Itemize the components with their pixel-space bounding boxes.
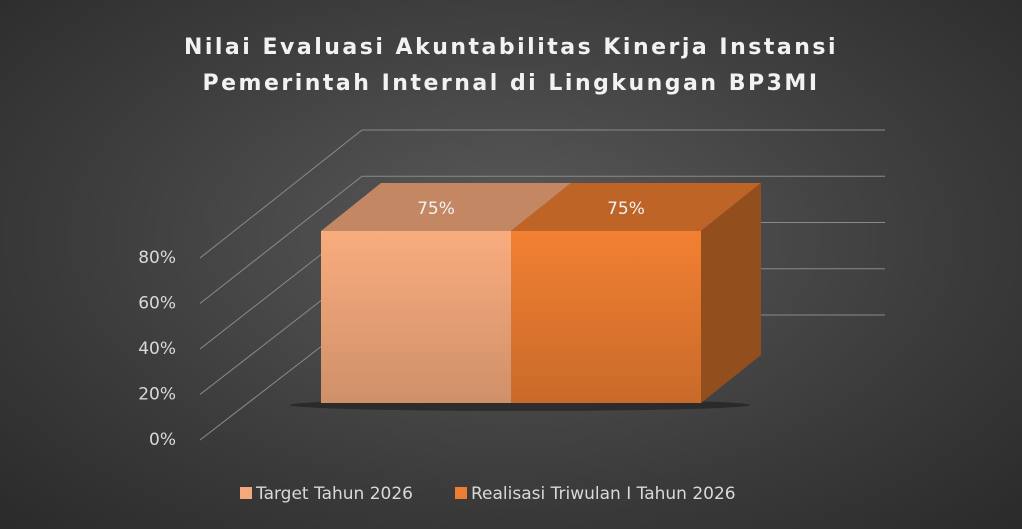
bar bbox=[511, 231, 701, 403]
bar-top bbox=[321, 183, 571, 231]
grid-line bbox=[199, 175, 885, 304]
chart-title: Nilai Evaluasi Akuntabilitas Kinerja Ins… bbox=[183, 35, 839, 96]
y-tick-label: 80% bbox=[138, 248, 176, 268]
data-label: 75% bbox=[417, 199, 455, 219]
grid-line bbox=[199, 129, 885, 259]
bar-side bbox=[701, 183, 761, 403]
y-tick-label: 0% bbox=[149, 430, 176, 450]
bar bbox=[321, 231, 511, 403]
y-tick-label: 40% bbox=[138, 339, 176, 359]
legend-swatch bbox=[240, 487, 252, 499]
data-label: 75% bbox=[607, 199, 645, 219]
legend-label: Realisasi Triwulan I Tahun 2026 bbox=[471, 484, 736, 504]
bar-top bbox=[511, 183, 761, 231]
legend-label: Target Tahun 2026 bbox=[255, 484, 413, 504]
y-tick-label: 20% bbox=[138, 385, 176, 405]
y-tick-label: 60% bbox=[138, 294, 176, 314]
legend-swatch bbox=[454, 487, 467, 499]
